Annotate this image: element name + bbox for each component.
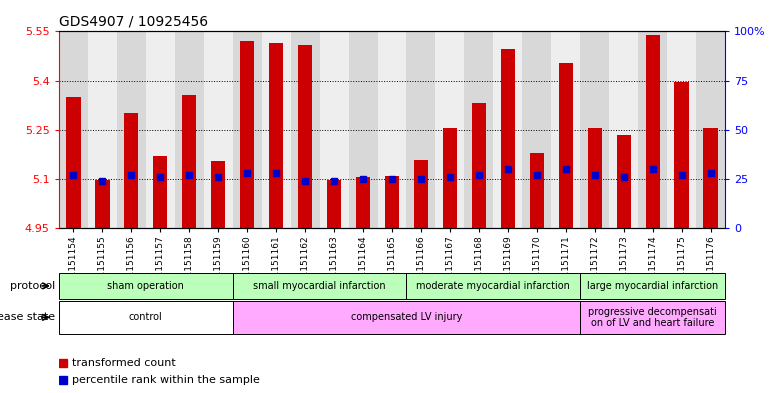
Bar — [233, 273, 406, 299]
Bar — [59, 31, 88, 228]
Bar — [616, 134, 631, 228]
Bar — [233, 31, 262, 228]
Bar — [88, 31, 117, 228]
Bar — [204, 31, 233, 228]
Bar — [587, 128, 602, 228]
Bar — [117, 31, 146, 228]
Text: protocol: protocol — [9, 281, 55, 291]
Bar — [667, 31, 696, 228]
Bar — [435, 31, 464, 228]
Text: moderate myocardial infarction: moderate myocardial infarction — [416, 281, 570, 291]
Bar — [385, 176, 399, 228]
Bar — [551, 31, 580, 228]
Bar — [530, 153, 544, 228]
Bar — [522, 31, 551, 228]
Bar — [211, 161, 226, 228]
Bar — [59, 301, 233, 334]
Text: disease state: disease state — [0, 312, 55, 322]
Bar — [703, 128, 718, 228]
Bar — [298, 44, 312, 228]
Bar — [95, 180, 110, 228]
Bar — [262, 31, 291, 228]
Bar — [580, 301, 725, 334]
Bar — [349, 31, 378, 228]
Bar — [493, 31, 522, 228]
Bar — [175, 31, 204, 228]
Bar — [696, 31, 725, 228]
Text: control: control — [129, 312, 162, 322]
Bar — [464, 31, 493, 228]
Bar — [406, 31, 435, 228]
Bar — [414, 160, 428, 228]
Text: compensated LV injury: compensated LV injury — [350, 312, 463, 322]
Text: transformed count: transformed count — [71, 358, 176, 367]
Text: small myocardial infarction: small myocardial infarction — [253, 281, 386, 291]
Bar — [66, 97, 81, 228]
Bar — [378, 31, 406, 228]
Bar — [291, 31, 320, 228]
Bar — [182, 95, 197, 228]
Bar — [580, 273, 725, 299]
Bar — [240, 41, 254, 228]
Bar — [580, 31, 609, 228]
Bar — [233, 301, 580, 334]
Bar — [59, 273, 233, 299]
Bar — [320, 31, 349, 228]
Bar — [124, 113, 139, 228]
Bar — [501, 50, 515, 228]
Bar — [472, 103, 486, 228]
Bar — [356, 177, 370, 228]
Bar — [638, 31, 667, 228]
Bar — [327, 180, 341, 228]
Text: sham operation: sham operation — [107, 281, 184, 291]
Bar — [443, 128, 457, 228]
Text: progressive decompensati
on of LV and heart failure: progressive decompensati on of LV and he… — [588, 307, 717, 328]
Bar — [153, 156, 168, 228]
Bar — [645, 35, 660, 228]
Text: large myocardial infarction: large myocardial infarction — [587, 281, 718, 291]
Text: GDS4907 / 10925456: GDS4907 / 10925456 — [59, 15, 208, 29]
Bar — [558, 62, 573, 228]
Bar — [269, 43, 283, 228]
Bar — [674, 82, 689, 228]
Bar — [406, 273, 580, 299]
Bar — [609, 31, 638, 228]
Bar — [146, 31, 175, 228]
Text: percentile rank within the sample: percentile rank within the sample — [71, 375, 260, 385]
